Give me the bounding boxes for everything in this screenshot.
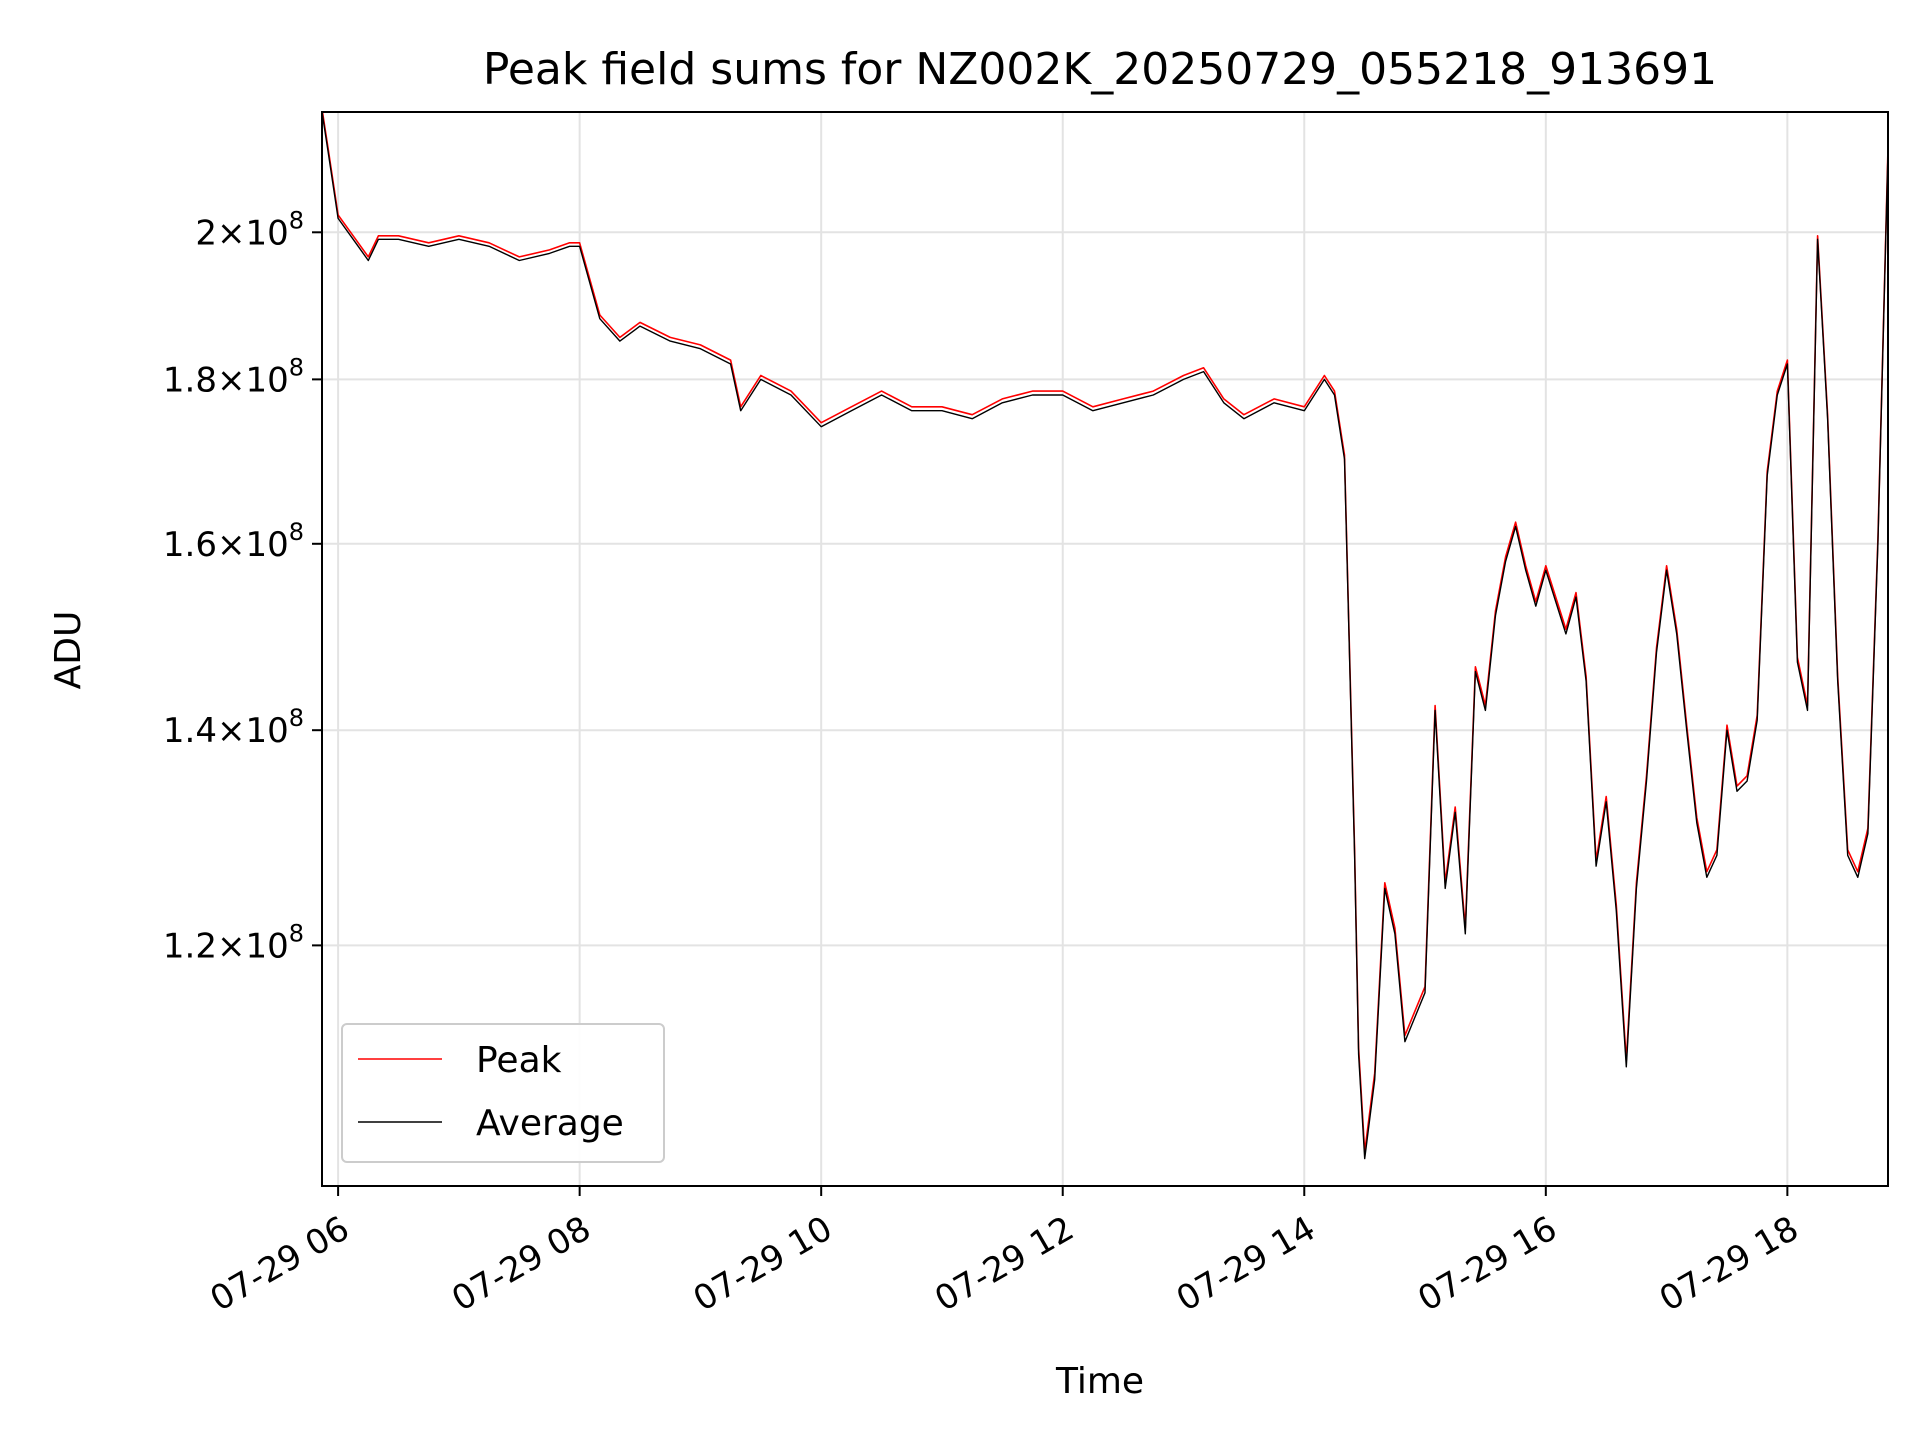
y-tick-label: 1.4×108	[163, 704, 304, 751]
y-tick-label: 2×108	[195, 206, 304, 253]
legend-label-peak: Peak	[476, 1040, 562, 1081]
y-axis-label: ADU	[48, 611, 89, 690]
y-tick-label: 1.2×108	[163, 919, 304, 966]
legend-label-average: Average	[476, 1103, 624, 1144]
y-tick-label: 1.6×108	[163, 518, 304, 565]
grid	[322, 112, 1888, 1186]
series-line-average	[322, 112, 1888, 1160]
legend: Peak Average	[341, 1023, 665, 1163]
chart-title: Peak field sums for NZ002K_20250729_0552…	[483, 44, 1717, 95]
plot-frame	[321, 111, 1889, 1187]
y-tick-label: 1.8×108	[163, 353, 304, 400]
series-layer	[322, 112, 1888, 1160]
x-axis-label: Time	[1055, 1361, 1144, 1402]
